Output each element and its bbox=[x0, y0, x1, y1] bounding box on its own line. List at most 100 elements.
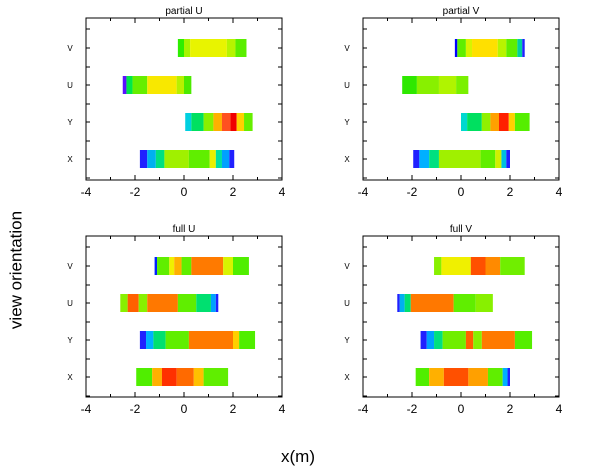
heat-bar-segment bbox=[174, 257, 182, 275]
heat-bar-segment bbox=[472, 39, 498, 57]
heat-bar-segment bbox=[147, 150, 156, 168]
heat-bar-segment bbox=[184, 76, 192, 94]
heat-bar-segment bbox=[230, 113, 237, 131]
heat-bar-segment bbox=[236, 113, 245, 131]
heat-bar-segment bbox=[497, 39, 507, 57]
heat-bar-segment bbox=[223, 257, 233, 275]
row-label: Y bbox=[67, 336, 73, 345]
row-label: X bbox=[344, 155, 350, 164]
x-tick-label: -4 bbox=[358, 185, 369, 199]
heat-bar-segment bbox=[457, 39, 466, 57]
heat-bar-segment bbox=[443, 368, 469, 386]
heat-bar-segment bbox=[177, 294, 197, 312]
heat-bar-segment bbox=[157, 257, 170, 275]
heat-bar-segment bbox=[413, 150, 420, 168]
chart-title: partial U bbox=[165, 6, 202, 17]
heat-bar-segment bbox=[470, 257, 486, 275]
heat-bar-segment bbox=[490, 113, 499, 131]
x-tick-label: -2 bbox=[130, 185, 141, 199]
heat-bar-segment bbox=[235, 39, 247, 57]
heat-bar-segment bbox=[415, 368, 430, 386]
x-axis-title-text: x(m) bbox=[281, 447, 315, 466]
row-label: U bbox=[344, 81, 350, 90]
heat-bar-segment bbox=[487, 368, 503, 386]
heat-bar-segment bbox=[169, 257, 175, 275]
x-tick-label: -2 bbox=[130, 402, 141, 416]
heat-bar-segment bbox=[426, 331, 435, 349]
row-label: U bbox=[67, 81, 73, 90]
row-label: X bbox=[344, 373, 350, 382]
heat-bar-segment bbox=[517, 39, 523, 57]
heat-bar-segment bbox=[475, 294, 493, 312]
heat-bar-segment bbox=[161, 368, 177, 386]
heat-bar-segment bbox=[213, 113, 222, 131]
heat-bar-segment bbox=[190, 39, 227, 57]
heat-bar-segment bbox=[147, 76, 177, 94]
x-tick-label: 2 bbox=[230, 185, 237, 199]
heat-bar-segment bbox=[467, 113, 482, 131]
heat-bar-segment bbox=[127, 294, 139, 312]
row-label: Y bbox=[344, 118, 350, 127]
heat-bar-segment bbox=[122, 76, 127, 94]
heat-bar-segment bbox=[233, 331, 240, 349]
heat-bar-segment bbox=[146, 331, 154, 349]
heat-bar-segment bbox=[506, 39, 518, 57]
heat-bar-segment bbox=[139, 331, 147, 349]
heat-bar-segment bbox=[397, 294, 400, 312]
heat-bar-segment bbox=[481, 331, 515, 349]
heat-bar-segment bbox=[500, 257, 525, 275]
heat-bar-segment bbox=[239, 331, 256, 349]
x-tick-label: 0 bbox=[181, 185, 188, 199]
heat-bar-segment bbox=[495, 150, 502, 168]
x-tick-label: 4 bbox=[556, 185, 563, 199]
heat-bar-segment bbox=[233, 257, 249, 275]
heat-bar-segment bbox=[176, 76, 184, 94]
heat-bar-segment bbox=[196, 294, 211, 312]
row-label: V bbox=[344, 262, 350, 271]
heat-bar-segment bbox=[402, 76, 417, 94]
heat-bar-segment bbox=[191, 113, 204, 131]
heat-bar-segment bbox=[203, 113, 214, 131]
heat-bar-segment bbox=[177, 39, 184, 57]
x-tick-label: 4 bbox=[279, 402, 286, 416]
heat-bar-segment bbox=[480, 150, 496, 168]
heat-bar-segment bbox=[434, 257, 442, 275]
heat-bar-segment bbox=[209, 150, 216, 168]
heat-bar-segment bbox=[416, 76, 439, 94]
heat-bar-segment bbox=[473, 331, 482, 349]
x-tick-label: 2 bbox=[507, 185, 514, 199]
row-label: Y bbox=[344, 336, 350, 345]
heat-bar-segment bbox=[498, 113, 509, 131]
row-label: X bbox=[67, 155, 73, 164]
heat-bar-segment bbox=[188, 331, 233, 349]
x-tick-label: -2 bbox=[407, 185, 418, 199]
heat-bar-segment bbox=[506, 150, 510, 168]
heat-bar-segment bbox=[468, 368, 488, 386]
x-tick-label: -2 bbox=[407, 402, 418, 416]
heat-bar-segment bbox=[461, 113, 468, 131]
x-tick-label: 0 bbox=[458, 402, 465, 416]
heat-bar-segment bbox=[507, 368, 510, 386]
heat-bar-segment bbox=[429, 150, 439, 168]
heat-bar-segment bbox=[485, 257, 501, 275]
heat-bar-segment bbox=[465, 331, 474, 349]
x-tick-label: 0 bbox=[458, 185, 465, 199]
x-tick-label: 4 bbox=[556, 402, 563, 416]
heat-bar-segment bbox=[165, 331, 189, 349]
heat-bar-segment bbox=[244, 113, 253, 131]
heat-bar-segment bbox=[434, 331, 443, 349]
row-label: V bbox=[67, 262, 73, 271]
heat-bar-segment bbox=[138, 294, 148, 312]
chart-title: full U bbox=[173, 224, 196, 235]
x-tick-label: 2 bbox=[507, 402, 514, 416]
heat-bar-segment bbox=[147, 294, 178, 312]
row-label: V bbox=[344, 44, 350, 53]
row-label: X bbox=[67, 373, 73, 382]
heat-bar-segment bbox=[136, 368, 153, 386]
heat-bar-segment bbox=[188, 150, 210, 168]
heat-bar-segment bbox=[441, 257, 471, 275]
heat-bar-segment bbox=[501, 150, 507, 168]
